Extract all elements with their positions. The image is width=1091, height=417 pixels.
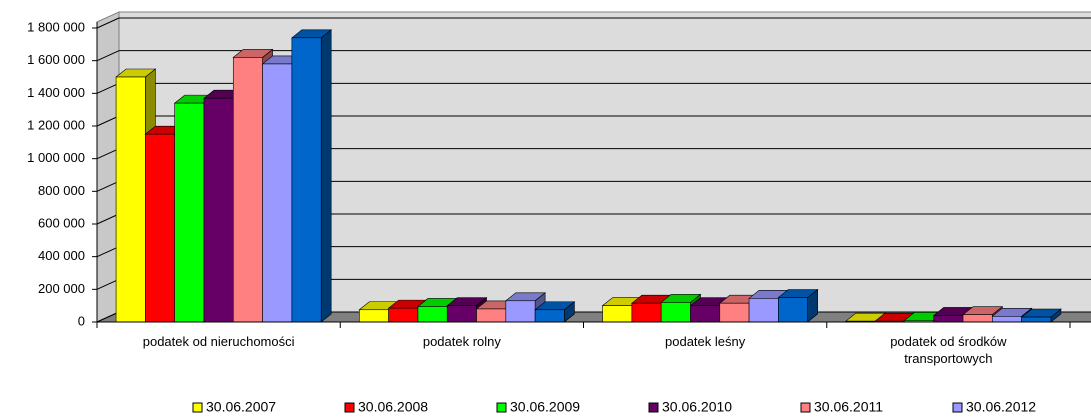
grid-line — [96, 148, 120, 160]
bar — [388, 307, 419, 323]
grid-line — [96, 17, 120, 29]
y-tick-label: 800 000 — [38, 183, 85, 198]
bar — [602, 305, 633, 323]
x-tick-label: podatek rolny — [422, 334, 501, 349]
x-tick-label: podatek od środków transportowych — [890, 334, 1007, 366]
y-tick-label: 1 200 000 — [27, 117, 85, 132]
grid-line — [96, 115, 120, 127]
bar — [505, 300, 536, 323]
legend-swatch — [496, 402, 507, 413]
legend-swatch — [952, 402, 963, 413]
bar — [262, 63, 293, 323]
y-tick-label: 1 000 000 — [27, 150, 85, 165]
y-tick-label: 600 000 — [38, 215, 85, 230]
legend-swatch — [192, 402, 203, 413]
legend-swatch — [648, 402, 659, 413]
legend-label: 30.06.2011 — [814, 399, 883, 415]
y-tick-label: 1 400 000 — [27, 85, 85, 100]
grid-line — [96, 50, 120, 62]
legend-swatch — [344, 402, 355, 413]
bar — [145, 133, 175, 323]
bar — [778, 297, 808, 323]
side-wall — [96, 11, 120, 323]
x-tick-label: podatek leśny — [665, 334, 746, 349]
bar — [291, 37, 322, 323]
x-tick-label: podatek od nieruchomości — [142, 334, 295, 349]
legend-label: 30.06.2008 — [358, 399, 428, 415]
legend-label: 30.06.2009 — [510, 399, 580, 415]
legend-label: 30.06.2010 — [662, 399, 732, 415]
grid-line — [96, 311, 120, 323]
grid-line — [96, 213, 120, 225]
grid-line — [96, 278, 120, 290]
legend-label: 30.06.2012 — [966, 399, 1036, 415]
grid-line — [96, 180, 120, 192]
bar — [203, 97, 234, 323]
bar — [232, 57, 263, 323]
y-tick-label: 1 800 000 — [27, 19, 85, 34]
bar — [719, 302, 750, 323]
bar — [748, 298, 779, 323]
grid-line — [96, 246, 120, 258]
bar — [690, 305, 721, 323]
bar — [115, 76, 146, 323]
bar — [933, 315, 964, 323]
bar — [992, 315, 1022, 323]
bar — [476, 308, 507, 323]
legend-swatch — [800, 402, 811, 413]
bar — [962, 314, 993, 323]
bar — [1021, 316, 1052, 323]
y-tick-label: 1 600 000 — [27, 52, 85, 67]
bar-side — [320, 29, 332, 323]
bar — [534, 309, 565, 323]
bar — [446, 305, 477, 323]
y-tick-label: 200 000 — [38, 281, 85, 296]
legend-label: 30.06.2007 — [206, 399, 276, 415]
y-tick-label: 0 — [78, 313, 85, 328]
bar — [417, 306, 448, 323]
bar — [631, 302, 662, 323]
y-tick-label: 400 000 — [38, 248, 85, 263]
bar — [359, 309, 389, 323]
bar — [660, 302, 691, 323]
bar — [174, 102, 205, 323]
grid-line — [96, 82, 120, 94]
